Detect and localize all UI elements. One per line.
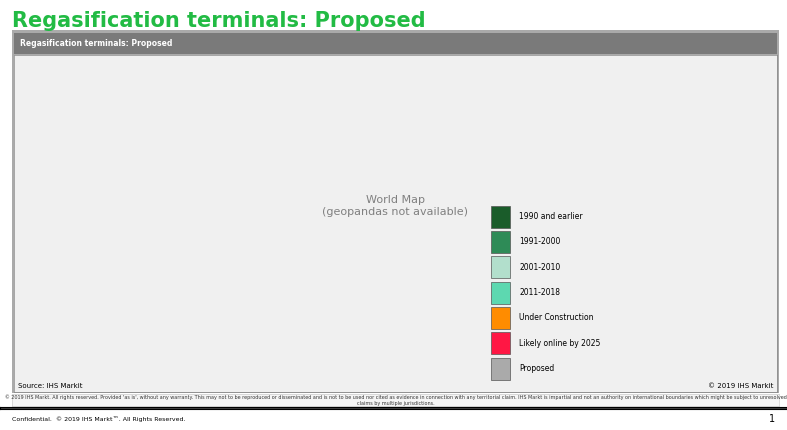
Text: 1: 1 xyxy=(769,414,775,424)
FancyBboxPatch shape xyxy=(491,332,510,354)
Text: 2001-2010: 2001-2010 xyxy=(519,263,560,272)
Text: Confidential.  © 2019 IHS Markt™. All Rights Reserved.: Confidential. © 2019 IHS Markt™. All Rig… xyxy=(12,416,185,422)
FancyBboxPatch shape xyxy=(491,282,510,304)
FancyBboxPatch shape xyxy=(491,231,510,253)
FancyBboxPatch shape xyxy=(491,307,510,329)
Text: 2011-2018: 2011-2018 xyxy=(519,288,560,297)
Text: Proposed: Proposed xyxy=(519,364,554,373)
Text: 1990 and earlier: 1990 and earlier xyxy=(519,212,582,221)
Text: © 2019 IHS Markit: © 2019 IHS Markit xyxy=(708,383,773,389)
Text: 1991-2000: 1991-2000 xyxy=(519,237,560,246)
Text: World Map
(geopandas not available): World Map (geopandas not available) xyxy=(323,195,468,217)
FancyBboxPatch shape xyxy=(491,256,510,278)
Text: Under Construction: Under Construction xyxy=(519,313,593,322)
Text: Regasification terminals: Proposed: Regasification terminals: Proposed xyxy=(12,11,426,31)
Text: Regasification terminals: Proposed: Regasification terminals: Proposed xyxy=(20,39,172,48)
FancyBboxPatch shape xyxy=(491,358,510,380)
Text: © 2019 IHS Markt. All rights reserved. Provided 'as is', without any warranty. T: © 2019 IHS Markt. All rights reserved. P… xyxy=(5,395,786,406)
FancyBboxPatch shape xyxy=(491,206,510,227)
Text: Likely online by 2025: Likely online by 2025 xyxy=(519,339,600,348)
Text: Source: IHS Markit: Source: IHS Markit xyxy=(18,383,83,389)
